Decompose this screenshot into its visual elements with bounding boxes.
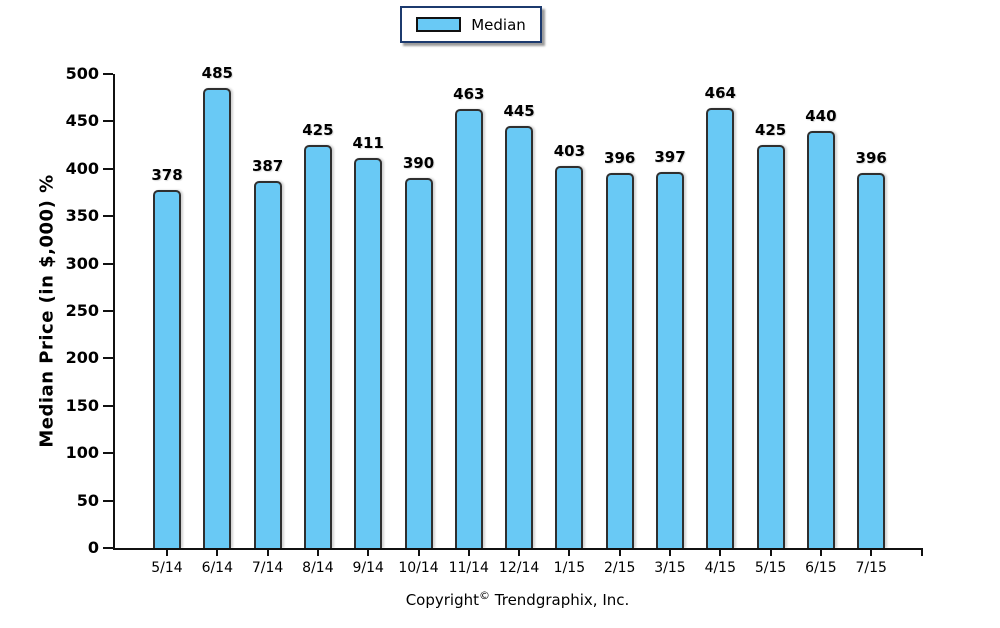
bar	[605, 172, 634, 548]
bar	[806, 130, 835, 548]
x-tick-label: 6/15	[805, 560, 837, 576]
y-tick-label: 0	[87, 538, 99, 557]
bar	[203, 88, 232, 548]
bar-value-label: 390	[402, 154, 435, 173]
y-tick-label: 100	[65, 443, 99, 463]
bar	[756, 145, 785, 548]
y-tick-label: 50	[76, 490, 99, 510]
x-tick-label: 4/15	[704, 560, 737, 576]
bar-value-label: 445	[503, 102, 535, 121]
x-tick	[166, 550, 168, 556]
bar-value-label: 397	[654, 147, 686, 166]
y-tick	[103, 120, 113, 123]
bar-value-label: 425	[302, 121, 334, 140]
legend: Median	[400, 6, 542, 43]
x-tick	[870, 550, 873, 556]
legend-label: Median	[471, 15, 526, 34]
x-tick	[819, 550, 822, 556]
bar	[153, 189, 181, 548]
bar	[253, 181, 282, 548]
x-tick	[669, 550, 671, 556]
x-tick	[518, 550, 521, 556]
bar-value-label: 464	[704, 84, 736, 103]
bar-value-label: 463	[453, 85, 485, 104]
y-tick	[103, 547, 113, 549]
bar	[505, 126, 534, 548]
bar	[555, 165, 584, 548]
x-tick-label: 7/15	[855, 560, 887, 576]
bar	[404, 178, 433, 548]
bar-value-label: 411	[352, 134, 384, 153]
y-tick	[103, 357, 113, 360]
x-tick-label: 7/14	[251, 560, 284, 576]
x-tick-label: 3/15	[654, 560, 686, 576]
x-tick	[216, 550, 219, 556]
bar-value-label: 485	[201, 64, 233, 83]
bar-value-label: 425	[754, 121, 787, 140]
x-tick	[618, 550, 621, 556]
bar-value-label: 440	[805, 106, 837, 125]
bar	[354, 158, 383, 548]
y-tick	[103, 167, 113, 170]
bar-value-label: 403	[553, 141, 586, 160]
y-tick	[103, 262, 113, 265]
y-tick	[103, 452, 113, 455]
copyright-prefix: Copyright	[405, 591, 479, 609]
y-tick-label: 450	[65, 111, 99, 131]
y-tick-label: 200	[65, 348, 99, 368]
bar	[303, 145, 332, 548]
y-tick	[103, 310, 113, 312]
x-tick	[417, 550, 420, 556]
bar	[706, 108, 735, 548]
y-tick	[103, 73, 113, 75]
y-tick-label: 350	[65, 206, 99, 226]
y-tick-label: 250	[65, 301, 99, 320]
bar	[656, 171, 684, 548]
x-tick-label: 11/14	[448, 560, 489, 576]
x-tick-label: 5/14	[151, 560, 183, 576]
x-tick-label: 1/15	[553, 560, 586, 576]
x-tick-label: 9/14	[352, 560, 384, 576]
x-tick-label: 2/15	[603, 560, 636, 576]
x-tick	[316, 550, 319, 556]
y-tick	[103, 215, 113, 218]
x-tick-label: 12/14	[498, 560, 540, 576]
y-tick	[103, 404, 113, 407]
x-tick	[719, 550, 722, 556]
bar-value-label: 396	[604, 148, 636, 167]
bar-value-label: 378	[151, 165, 183, 184]
bar	[857, 172, 886, 548]
x-tick	[367, 550, 370, 556]
y-tick-label: 150	[65, 395, 99, 415]
y-tick-label: 500	[65, 64, 99, 83]
bar-value-label: 387	[251, 157, 284, 176]
x-tick	[266, 550, 269, 556]
y-tick	[103, 499, 113, 502]
plot-area: 0 50 100 150 200 250 300 350 400 450 500 378 5/14 485…	[66, 64, 923, 576]
x-tick	[769, 550, 772, 556]
y-tick-label: 300	[65, 253, 99, 273]
x-axis-line	[113, 548, 923, 550]
x-tick	[467, 550, 470, 556]
x-tick-label: 10/14	[398, 560, 439, 576]
copyright-text: Copyright© Trendgraphix, Inc.	[115, 589, 920, 609]
y-tick-label: 400	[65, 158, 99, 178]
x-tick-label: 6/14	[201, 560, 234, 576]
x-axis-end-tick	[921, 550, 923, 556]
x-tick-label: 8/14	[302, 560, 334, 576]
copyright-symbol-icon: ©	[479, 589, 490, 602]
bar-value-label: 396	[855, 148, 887, 167]
y-axis-line	[113, 74, 115, 550]
bar	[454, 109, 483, 548]
x-tick-label: 5/15	[754, 560, 787, 576]
copyright-company: Trendgraphix, Inc.	[494, 591, 630, 609]
x-tick	[568, 550, 571, 556]
legend-swatch-median-icon	[416, 17, 462, 32]
